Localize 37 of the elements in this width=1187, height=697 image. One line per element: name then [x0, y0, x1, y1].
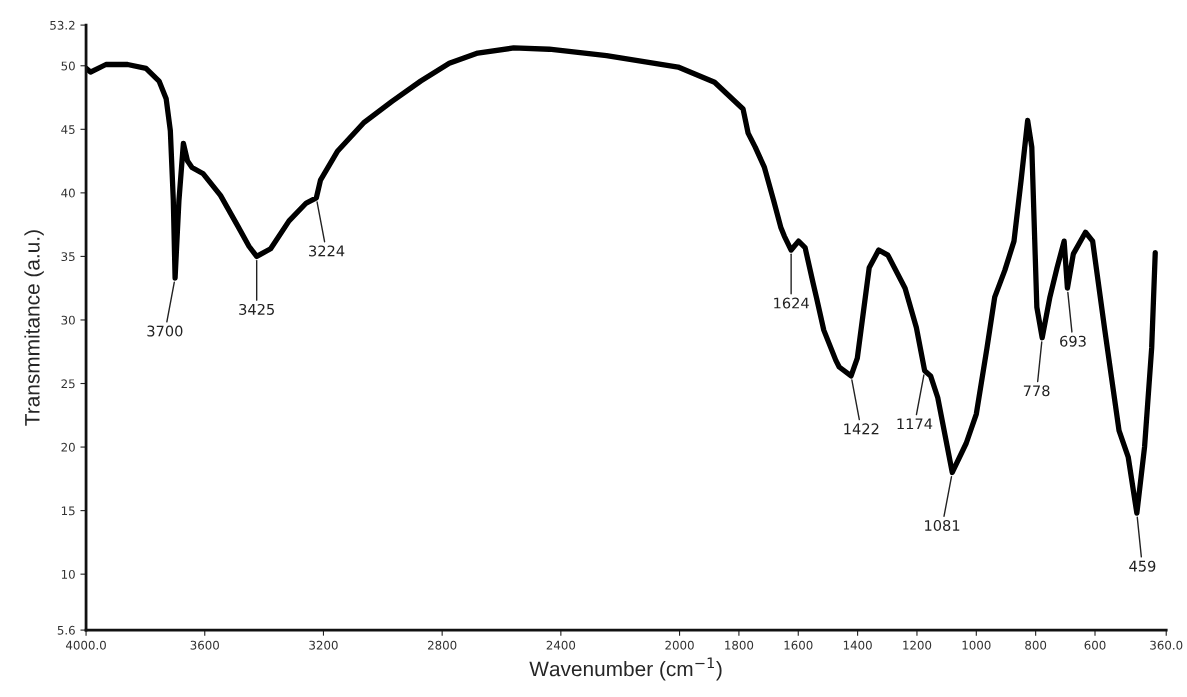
y-tick-label: 35 — [61, 252, 75, 262]
y-tick-label: 53.2 — [50, 20, 75, 30]
x-tick-label: 2800 — [428, 640, 457, 650]
y-tick-label: 10 — [61, 569, 75, 579]
y-tick-label: 30 — [61, 315, 75, 325]
annotation: 1624 — [774, 297, 809, 309]
x-tick-label: 3200 — [309, 640, 338, 650]
x-tick-label: 1800 — [725, 640, 754, 650]
y-tick-label: 45 — [61, 125, 75, 134]
x-tick-label: 600 — [1084, 640, 1106, 650]
x-tick-label: 2000 — [665, 640, 694, 650]
y-tick-label: 40 — [61, 188, 75, 198]
y-axis-title: Transmmitance (a.u.) — [24, 230, 44, 426]
x-tick-label: 1200 — [903, 640, 932, 650]
annotation: 1174 — [897, 418, 933, 430]
x-tick-label: 360.0 — [1150, 640, 1183, 650]
x-tick-label: 800 — [1025, 640, 1047, 650]
annotation: 778 — [1023, 385, 1050, 397]
x-tick-label: 1400 — [843, 640, 872, 650]
annotation: 1422 — [844, 423, 879, 435]
annotation: 1081 — [925, 519, 960, 531]
x-tick-label: 4000.0 — [65, 640, 106, 650]
y-tick-label: 25 — [61, 379, 75, 389]
annotation: 3425 — [239, 303, 274, 315]
annotation: 459 — [1129, 560, 1156, 572]
annotation: 3700 — [147, 325, 183, 337]
x-tick-label: 1000 — [962, 640, 991, 650]
x-axis-title: Wavenumber (cm$^{−1}$) — [529, 657, 722, 681]
x-tick-label: 3600 — [190, 640, 219, 650]
x-tick-label: 1600 — [784, 640, 813, 650]
annotation: 693 — [1060, 335, 1086, 347]
y-tick-label: 50 — [61, 61, 75, 71]
y-tick-label: 20 — [61, 442, 75, 452]
annotation: 3224 — [309, 245, 345, 257]
y-tick-label: 5.6 — [57, 625, 75, 635]
y-tick-label: 15 — [61, 506, 75, 516]
x-tick-label: 2400 — [546, 640, 576, 650]
